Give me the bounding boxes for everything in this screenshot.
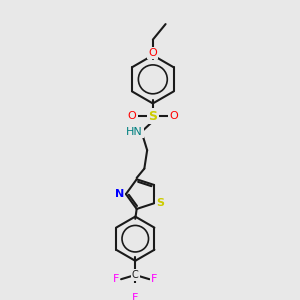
Text: C: C xyxy=(132,270,139,280)
Text: S: S xyxy=(156,198,164,208)
Text: N: N xyxy=(115,189,124,199)
Text: O: O xyxy=(148,48,157,58)
Text: F: F xyxy=(151,274,158,284)
Text: O: O xyxy=(128,111,136,121)
Text: F: F xyxy=(132,292,139,300)
Text: S: S xyxy=(148,110,157,123)
Text: F: F xyxy=(113,274,119,284)
Text: HN: HN xyxy=(126,127,143,137)
Text: O: O xyxy=(169,111,178,121)
